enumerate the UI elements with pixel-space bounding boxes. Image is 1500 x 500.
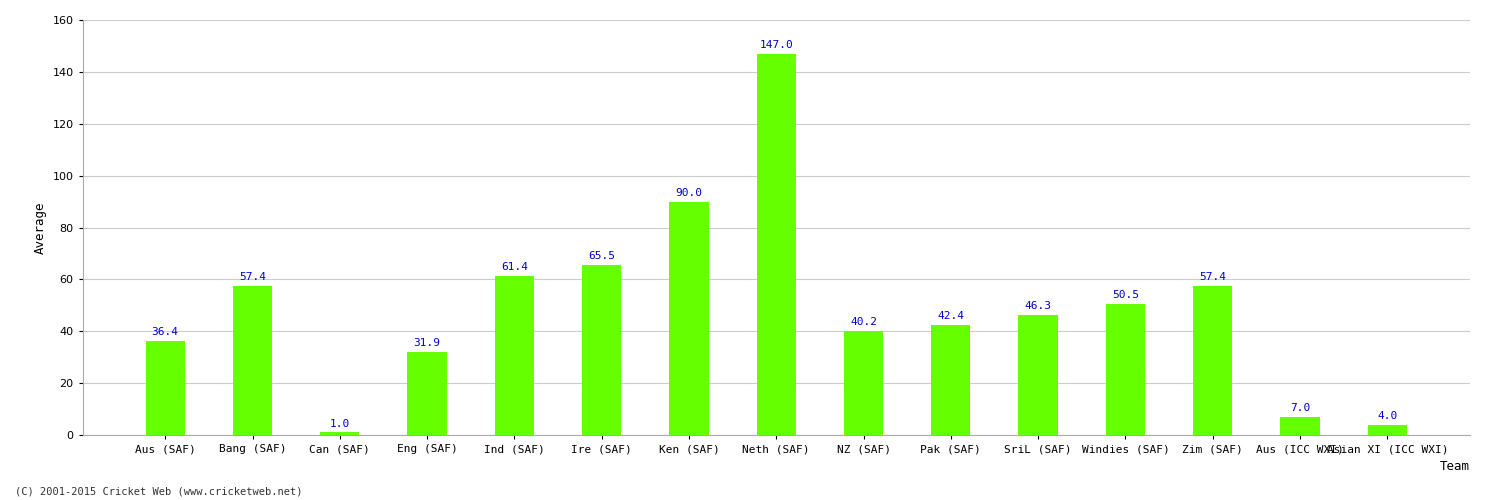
Bar <box>495 276 534 435</box>
Text: 40.2: 40.2 <box>850 317 877 327</box>
Text: 36.4: 36.4 <box>152 326 178 336</box>
Text: 65.5: 65.5 <box>588 251 615 261</box>
Text: 147.0: 147.0 <box>759 40 794 50</box>
Bar <box>1019 315 1058 435</box>
Y-axis label: Average: Average <box>34 201 46 254</box>
Text: 90.0: 90.0 <box>675 188 702 198</box>
Text: (C) 2001-2015 Cricket Web (www.cricketweb.net): (C) 2001-2015 Cricket Web (www.cricketwe… <box>15 487 303 497</box>
Text: 57.4: 57.4 <box>1198 272 1225 282</box>
Text: 1.0: 1.0 <box>330 418 350 428</box>
Text: 46.3: 46.3 <box>1024 301 1051 311</box>
Bar <box>582 265 621 435</box>
X-axis label: Team: Team <box>1440 460 1470 472</box>
Bar <box>669 202 708 435</box>
Bar <box>146 340 184 435</box>
Bar <box>408 352 447 435</box>
Bar <box>1368 424 1407 435</box>
Bar <box>1281 417 1320 435</box>
Text: 7.0: 7.0 <box>1290 403 1310 413</box>
Text: 4.0: 4.0 <box>1377 410 1398 420</box>
Text: 57.4: 57.4 <box>238 272 266 282</box>
Bar <box>756 54 796 435</box>
Bar <box>844 330 883 435</box>
Text: 61.4: 61.4 <box>501 262 528 272</box>
Text: 50.5: 50.5 <box>1112 290 1138 300</box>
Text: 42.4: 42.4 <box>938 311 964 321</box>
Bar <box>932 325 970 435</box>
Bar <box>320 432 360 435</box>
Bar <box>1106 304 1144 435</box>
Bar <box>1192 286 1233 435</box>
Text: 31.9: 31.9 <box>414 338 441 348</box>
Bar <box>232 286 272 435</box>
